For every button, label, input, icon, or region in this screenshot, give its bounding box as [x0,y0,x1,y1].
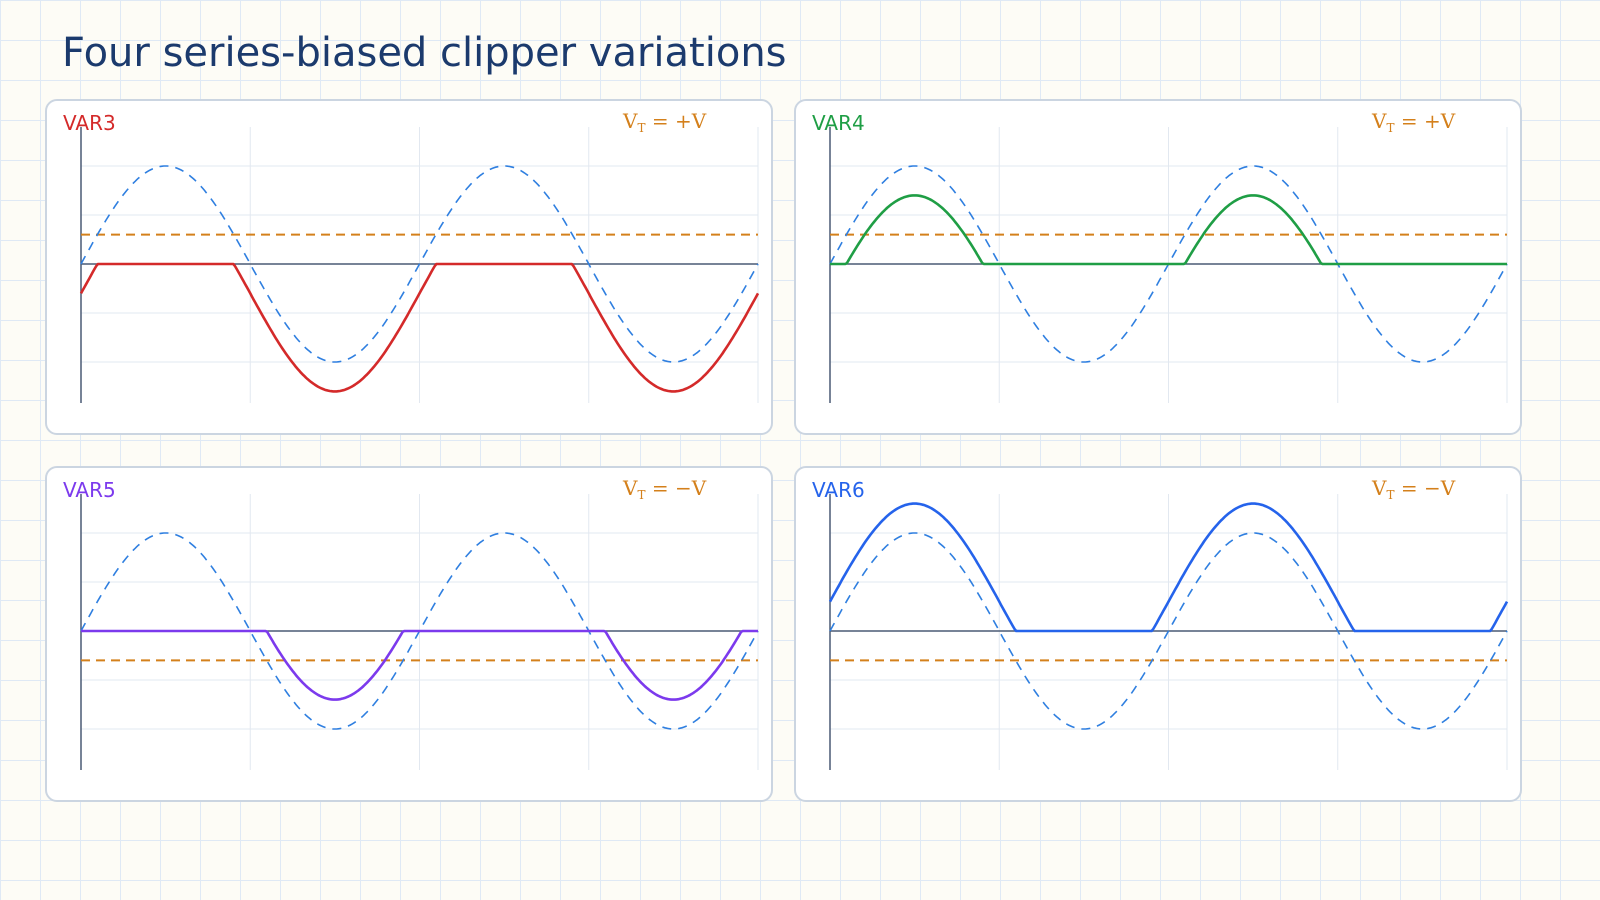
waveform-plot-var3 [79,127,760,403]
output-waveform [79,262,760,393]
variation-label-var5: VAR5 [63,478,116,502]
panel-var5: VAR5 VT = −V [45,466,773,802]
panel-var3: VAR3 VT = +V [45,99,773,435]
output-waveform [81,629,758,701]
page-title: Four series-biased clipper variations [62,30,787,76]
waveform-plot-var4 [829,127,1508,403]
threshold-label-var3: VT = +V [623,109,707,135]
threshold-label-var6: VT = −V [1372,476,1456,502]
output-waveform [830,194,1507,266]
panel-var4: VAR4 VT = +V [794,99,1522,435]
input-waveform [80,165,759,363]
waveform-plot-var5 [80,494,759,770]
output-waveform [828,502,1509,633]
waveform-plot-var6 [828,494,1509,770]
threshold-label-var5: VT = −V [623,476,707,502]
panel-var6: VAR6 VT = −V [794,466,1522,802]
variation-label-var4: VAR4 [812,111,865,135]
variation-label-var6: VAR6 [812,478,865,502]
input-waveform [829,532,1508,730]
threshold-label-var4: VT = +V [1372,109,1456,135]
variation-label-var3: VAR3 [63,111,116,135]
